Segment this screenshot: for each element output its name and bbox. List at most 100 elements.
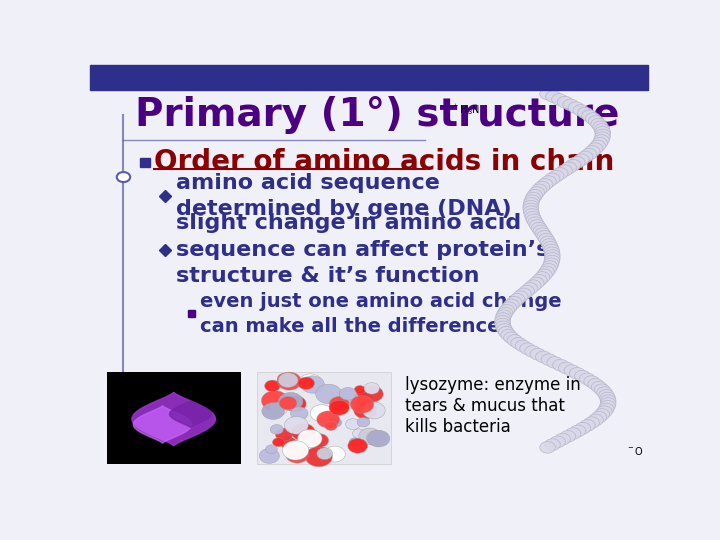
Text: even just one amino acid change
can make all the difference!: even just one amino acid change can make… [200, 292, 562, 336]
Circle shape [588, 116, 604, 127]
Circle shape [359, 428, 381, 444]
Circle shape [499, 305, 515, 316]
Circle shape [305, 447, 333, 467]
Circle shape [277, 372, 301, 390]
Circle shape [261, 390, 288, 411]
Circle shape [534, 272, 550, 284]
Circle shape [523, 198, 539, 210]
Bar [258, 373, 392, 464]
Circle shape [259, 449, 279, 463]
Circle shape [519, 285, 534, 297]
Circle shape [349, 438, 361, 446]
Circle shape [588, 143, 603, 154]
Circle shape [596, 406, 612, 417]
Circle shape [559, 362, 574, 374]
Circle shape [496, 310, 511, 322]
Circle shape [565, 428, 581, 440]
Circle shape [497, 323, 513, 335]
Circle shape [529, 187, 544, 198]
Text: $^+$H$_3$N: $^+$H$_3$N [451, 102, 481, 117]
Circle shape [575, 370, 590, 382]
Circle shape [310, 405, 333, 422]
Circle shape [591, 381, 607, 393]
Circle shape [278, 373, 298, 388]
Circle shape [594, 124, 610, 136]
Circle shape [523, 203, 539, 215]
Circle shape [354, 386, 366, 394]
Circle shape [285, 396, 306, 411]
Circle shape [591, 118, 606, 130]
Circle shape [277, 373, 293, 384]
Circle shape [540, 236, 556, 248]
Polygon shape [132, 392, 215, 446]
Circle shape [507, 335, 523, 346]
Circle shape [339, 387, 356, 400]
Circle shape [595, 126, 611, 138]
Circle shape [598, 389, 614, 401]
Circle shape [542, 261, 558, 272]
Circle shape [557, 165, 572, 177]
Circle shape [297, 429, 322, 448]
Circle shape [503, 299, 519, 310]
Circle shape [549, 170, 564, 182]
Circle shape [516, 288, 531, 300]
Circle shape [329, 418, 341, 427]
Circle shape [537, 179, 553, 190]
Circle shape [536, 269, 552, 281]
Circle shape [540, 442, 555, 453]
Text: Primary (1°) structure: Primary (1°) structure [135, 96, 619, 134]
Circle shape [298, 428, 318, 443]
Circle shape [552, 167, 568, 179]
Circle shape [550, 436, 565, 448]
Text: $^-$O: $^-$O [626, 444, 644, 457]
Circle shape [531, 184, 547, 195]
Circle shape [564, 365, 580, 376]
Text: lysozyme: enzyme in
tears & mucus that
kills bacteria: lysozyme: enzyme in tears & mucus that k… [405, 376, 581, 436]
Circle shape [534, 181, 549, 193]
Circle shape [580, 420, 595, 431]
Circle shape [498, 327, 514, 338]
Circle shape [553, 359, 568, 371]
Circle shape [272, 438, 284, 447]
Circle shape [595, 132, 610, 144]
Circle shape [523, 200, 539, 212]
Circle shape [352, 429, 365, 438]
Circle shape [501, 302, 517, 313]
Circle shape [530, 348, 546, 360]
Circle shape [544, 258, 559, 269]
Circle shape [531, 274, 547, 286]
Circle shape [310, 434, 328, 447]
Circle shape [501, 329, 516, 341]
Circle shape [523, 206, 539, 218]
Circle shape [544, 255, 559, 267]
Circle shape [593, 134, 609, 146]
Circle shape [281, 437, 297, 449]
Circle shape [544, 173, 560, 185]
Circle shape [506, 296, 522, 308]
Circle shape [262, 403, 284, 420]
Circle shape [570, 368, 585, 379]
Circle shape [524, 195, 540, 207]
Circle shape [533, 225, 549, 237]
Circle shape [325, 421, 337, 430]
Circle shape [544, 244, 559, 256]
Circle shape [525, 211, 541, 223]
Circle shape [354, 402, 377, 419]
Circle shape [515, 340, 531, 352]
Circle shape [536, 351, 551, 363]
Text: amino acid sequence
determined by gene (DNA): amino acid sequence determined by gene (… [176, 173, 512, 219]
Circle shape [513, 291, 528, 302]
Circle shape [600, 401, 616, 412]
Circle shape [315, 384, 342, 404]
Bar [107, 373, 240, 464]
Circle shape [357, 417, 370, 427]
Circle shape [539, 233, 554, 245]
Circle shape [282, 441, 309, 460]
Circle shape [594, 409, 610, 420]
Circle shape [593, 121, 608, 133]
Circle shape [585, 113, 601, 124]
Circle shape [600, 392, 616, 404]
Circle shape [495, 318, 510, 330]
Circle shape [592, 137, 608, 149]
Circle shape [541, 176, 557, 187]
